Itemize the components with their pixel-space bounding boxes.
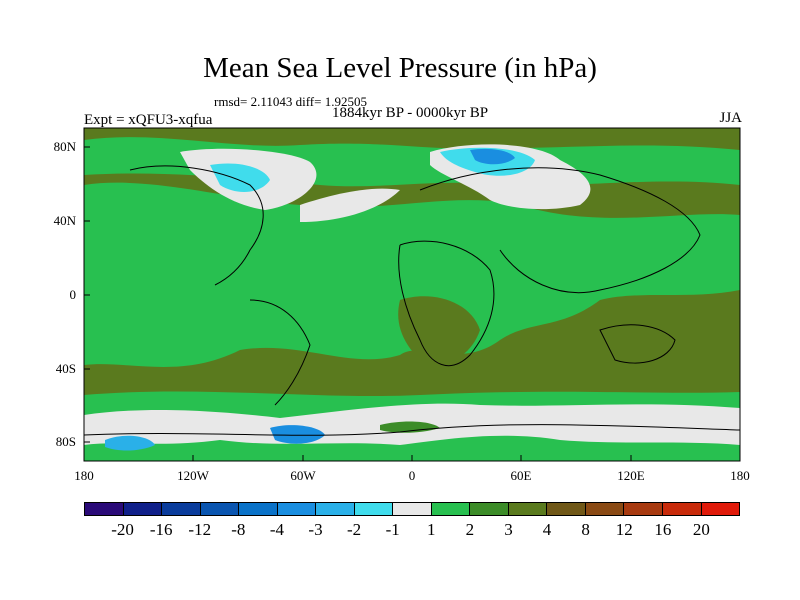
colorbar-label: -4 — [269, 520, 285, 539]
lon-label-0: 0 — [408, 468, 416, 483]
lon-label-60w: 60W — [290, 468, 316, 483]
lon-label-60e: 60E — [510, 468, 532, 483]
colorbar-swatch — [662, 503, 702, 515]
colorbar-label: -2 — [347, 520, 362, 539]
colorbar-label: 20 — [692, 520, 710, 539]
experiment-label: Expt = xQFU3-xqfua — [84, 112, 213, 128]
colorbar-label: 12 — [615, 520, 633, 539]
colorbar-label: -1 — [385, 520, 400, 539]
coastlines — [84, 165, 740, 436]
colorbar-swatch — [123, 503, 163, 515]
coast-africa — [398, 240, 495, 367]
colorbar-swatch — [470, 503, 509, 515]
lat-label-40s: 40S — [55, 361, 76, 376]
colorbar-label: -8 — [231, 520, 246, 539]
colorbar-label: 8 — [581, 520, 590, 539]
lon-label-180w: 180 — [74, 468, 94, 483]
coast-australia — [599, 324, 676, 364]
field-neg2-canada — [210, 163, 270, 192]
lon-label-180e: 180 — [730, 468, 750, 483]
colorbar-label: -3 — [308, 520, 323, 539]
colorbar-label: -12 — [188, 520, 212, 539]
colorbar-label: 1 — [427, 520, 436, 539]
colorbar-swatch — [508, 503, 548, 515]
coast-antarctica — [84, 424, 740, 436]
field-3-africa — [398, 296, 480, 364]
map-title: Mean Sea Level Pressure (in hPa) — [203, 52, 597, 84]
field-neg1-atlantic — [300, 188, 400, 222]
rmsd-diff-stats: rmsd= 2.11043 diff= 1.92505 — [214, 94, 367, 109]
coast-eurasia — [419, 167, 701, 294]
colorbar-label: -16 — [149, 520, 173, 539]
field-neg3-ross — [270, 425, 325, 444]
coast-south-america — [249, 299, 311, 406]
colorbar-label: -20 — [111, 520, 134, 539]
colorbar-swatch — [431, 503, 471, 515]
colorbar — [84, 502, 740, 516]
colorbar-swatch — [239, 503, 278, 515]
field-neg2-west — [105, 435, 155, 451]
field-neg3-eurasia — [470, 148, 515, 165]
colorbar-swatch — [547, 503, 586, 515]
colorbar-swatch — [162, 503, 201, 515]
colorbar-swatch — [624, 503, 663, 515]
lon-label-120w: 120W — [177, 468, 209, 483]
axis-ticks — [83, 146, 741, 461]
season-label: JJA — [719, 110, 742, 126]
colorbar-swatch — [701, 503, 740, 515]
lat-label-40n: 40N — [53, 213, 76, 228]
lat-label-0: 0 — [69, 287, 77, 302]
lon-label-120e: 120E — [617, 468, 645, 483]
colorbar-label: 2 — [465, 520, 475, 539]
lat-label-80s: 80S — [55, 434, 76, 449]
colorbar-swatch — [354, 503, 394, 515]
lat-label-80n: 80N — [53, 139, 76, 154]
colorbar-swatch — [393, 503, 432, 515]
contour-fields — [84, 128, 740, 461]
colorbar-label: 4 — [542, 520, 552, 539]
colorbar-swatch — [277, 503, 317, 515]
field-2-band — [84, 182, 740, 367]
coast-north-america — [129, 165, 264, 286]
colorbar-label: 3 — [504, 520, 513, 539]
time-period: 1884kyr BP - 0000kyr BP — [331, 105, 489, 121]
colorbar-swatch — [85, 503, 124, 515]
field-3-antarctic — [380, 421, 440, 433]
colorbar-swatch — [585, 503, 625, 515]
colorbar-swatch — [316, 503, 355, 515]
colorbar-swatch — [200, 503, 240, 515]
colorbar-label: 16 — [654, 520, 672, 539]
